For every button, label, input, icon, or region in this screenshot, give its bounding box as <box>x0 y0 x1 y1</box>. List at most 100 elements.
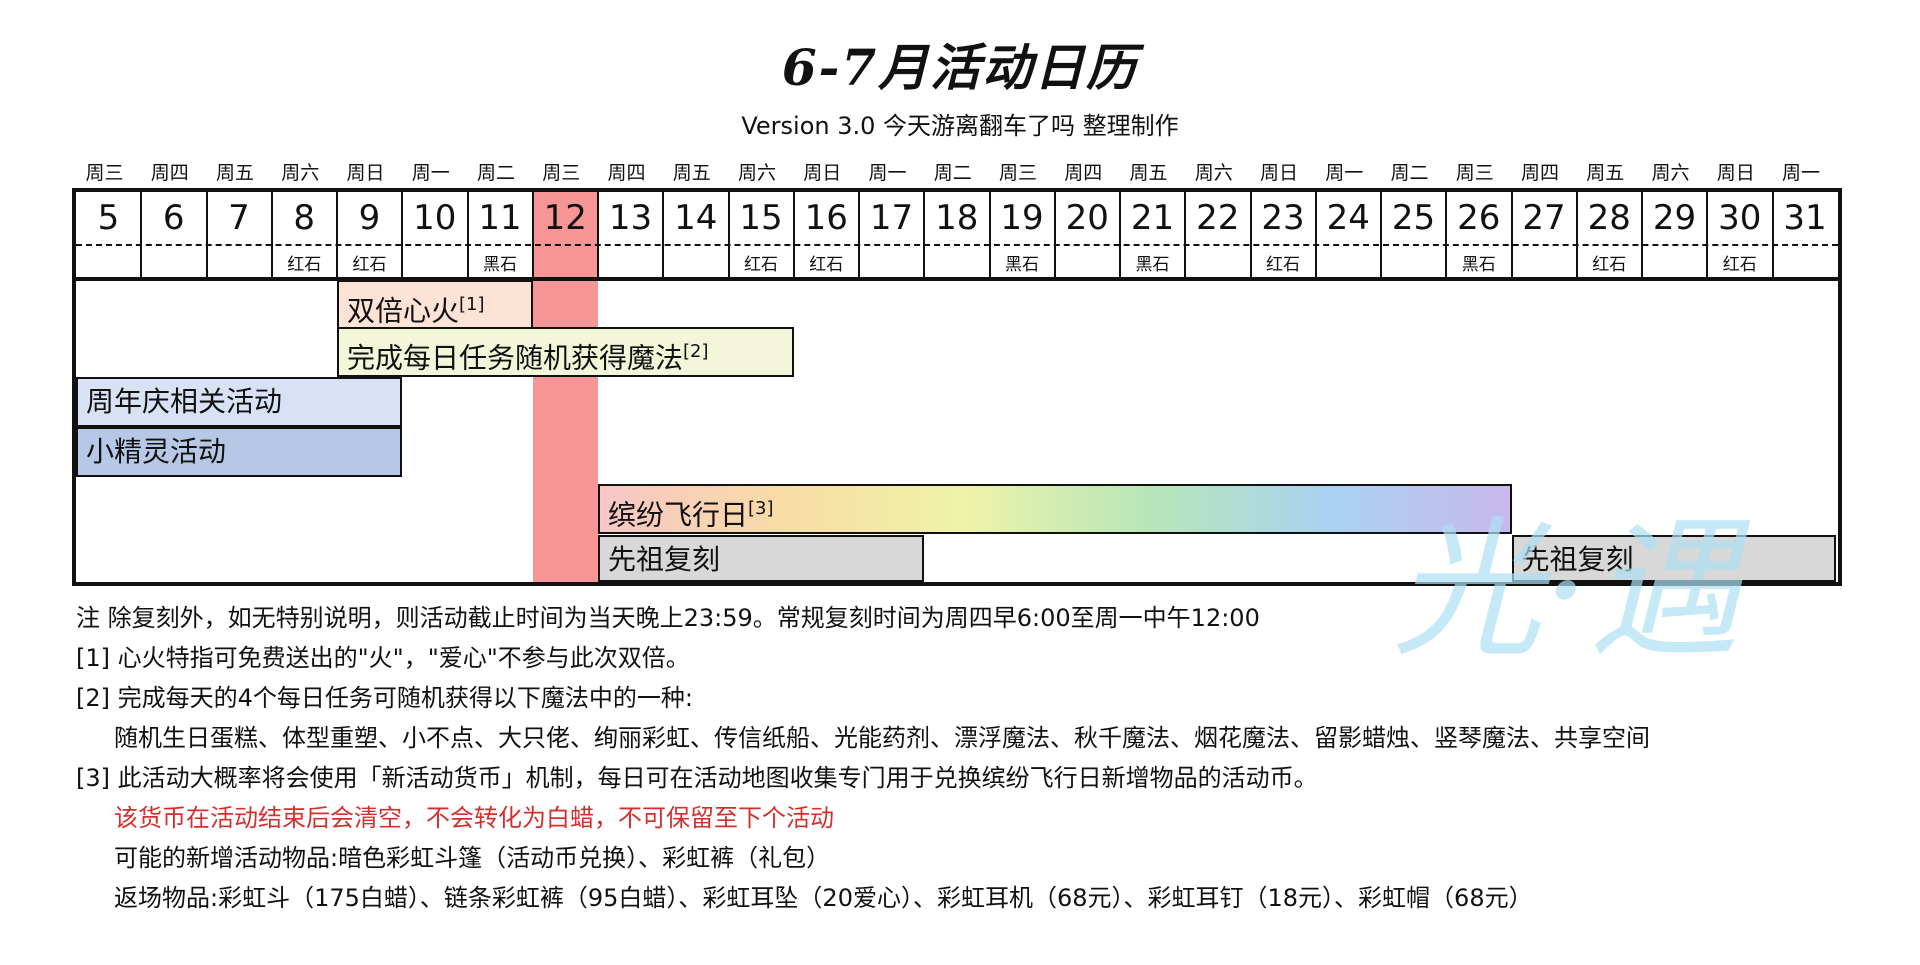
date-number: 10 <box>413 198 457 238</box>
weekday-label: 周一 <box>1325 162 1364 184</box>
date-number: 16 <box>804 198 848 238</box>
page-title: 6-7月活动日历 <box>781 38 1139 97</box>
weekday-label: 周二 <box>1390 162 1429 184</box>
column-divider <box>727 192 730 277</box>
event-label: 双倍心火 <box>347 294 460 328</box>
date-number: 9 <box>358 198 381 238</box>
date-number: 7 <box>228 198 250 238</box>
date-number: 21 <box>1130 198 1175 238</box>
column-divider <box>1641 192 1643 277</box>
page-subtitle: Version 3.0 今天游离翻车了吗 整理制作 <box>741 112 1179 140</box>
date-number: 27 <box>1522 198 1566 238</box>
date-number: 24 <box>1326 198 1370 238</box>
date-number: 25 <box>1391 198 1436 238</box>
event-label: 周年庆相关活动 <box>86 385 283 418</box>
column-divider <box>792 192 795 277</box>
note-general: 注 除复刻外，如无特别说明，则活动截止时间为当天晚上23:59。常规复刻时间为周… <box>76 604 1260 632</box>
weekday-label: 周日 <box>1259 162 1298 184</box>
event-bar: 先祖复刻 <box>1511 535 1836 582</box>
weekday-label: 周一 <box>1781 162 1820 184</box>
shard-tag: 黑石 <box>1135 255 1170 275</box>
weekday-label: 周六 <box>737 162 776 184</box>
shard-tag: 红石 <box>1722 255 1757 275</box>
column-divider <box>1053 192 1056 277</box>
column-divider <box>466 192 469 277</box>
column-divider <box>1510 192 1513 277</box>
event-bar: 完成每日任务随机获得魔法[2] <box>337 327 794 377</box>
weekday-label: 周五 <box>215 162 254 184</box>
date-number: 23 <box>1261 198 1305 238</box>
weekday-label: 周五 <box>672 162 711 184</box>
weekday-label: 周二 <box>476 162 515 184</box>
shard-tag: 红石 <box>352 255 387 275</box>
date-number: 28 <box>1587 198 1631 238</box>
shard-tag: 黑石 <box>483 255 517 275</box>
date-number: 30 <box>1718 198 1762 238</box>
event-label: 缤纷飞行日 <box>608 498 749 532</box>
date-number: 20 <box>1065 198 1109 238</box>
event-bar: 小精灵活动 <box>76 427 403 477</box>
column-divider <box>1706 192 1709 277</box>
note-3-returning-items: 返场物品:彩虹斗（175白蜡）、链条彩虹裤（95白蜡）、彩虹耳坠（20爱心）、彩… <box>114 884 1533 912</box>
shard-tag: 红石 <box>809 255 844 275</box>
shard-tag: 红石 <box>287 255 322 275</box>
column-divider <box>1119 192 1121 277</box>
event-footnote-ref: [1] <box>459 294 485 315</box>
date-number: 12 <box>543 198 587 238</box>
column-divider <box>336 192 338 277</box>
today-highlight-column <box>532 192 598 582</box>
weekday-label: 周二 <box>933 162 972 184</box>
column-divider <box>923 192 926 277</box>
weekday-label: 周三 <box>85 162 124 184</box>
shard-tag: 红石 <box>1592 255 1627 275</box>
column-divider <box>1445 192 1448 277</box>
note-2: [2] 完成每天的4个每日任务可随机获得以下魔法中的一种: <box>76 684 693 712</box>
note-3-warning: 该货币在活动结束后会清空，不会转化为白蜡，不可保留至下个活动 <box>114 804 834 832</box>
column-divider <box>1249 192 1252 277</box>
weekday-label: 周五 <box>1129 162 1168 184</box>
header-body-divider <box>76 277 1838 281</box>
weekday-label: 周六 <box>1194 162 1233 184</box>
column-divider <box>858 192 860 277</box>
date-number: 26 <box>1457 198 1501 238</box>
column-divider <box>662 192 665 277</box>
shard-tag: 红石 <box>1266 255 1300 275</box>
column-divider <box>1771 192 1774 277</box>
weekday-label: 周日 <box>803 162 842 184</box>
shard-tag: 红石 <box>744 255 778 275</box>
weekday-label: 周三 <box>998 162 1037 184</box>
weekday-label: 周四 <box>607 162 646 184</box>
date-number: 15 <box>739 198 783 238</box>
column-divider <box>597 192 599 277</box>
event-bar: 缤纷飞行日[3] <box>598 484 1512 534</box>
date-tag-divider <box>76 244 1838 246</box>
event-label: 先祖复刻 <box>608 543 721 576</box>
date-number: 22 <box>1196 198 1240 238</box>
column-divider <box>140 192 143 277</box>
weekday-label: 周日 <box>346 162 385 184</box>
date-number: 8 <box>293 198 316 238</box>
weekday-label: 周四 <box>1064 162 1103 184</box>
date-number: 11 <box>478 198 522 238</box>
notes-section: 注 除复刻外，如无特别说明，则活动截止时间为当天晚上23:59。常规复刻时间为周… <box>76 598 1650 918</box>
event-label: 小精灵活动 <box>86 435 227 468</box>
note-1: [1] 心火特指可免费送出的"火"，"爱心"不参与此次双倍。 <box>76 644 690 672</box>
column-divider <box>1314 192 1317 277</box>
weekday-label: 周三 <box>1455 162 1494 184</box>
weekday-label: 周六 <box>1651 162 1690 184</box>
weekday-label: 周三 <box>542 162 581 184</box>
column-divider <box>1575 192 1578 277</box>
column-divider <box>531 192 534 277</box>
event-label: 先祖复刻 <box>1521 543 1634 576</box>
weekday-header-row: 周三 周四 周五 周六 周日 周一 周二 周三 周四 周五 周六 周日 周一 周二 周三 周四 周五 周六 周日 周一… <box>72 158 1842 186</box>
note-2-magic-list: 随机生日蛋糕、体型重塑、小不点、大只佬、绚丽彩虹、传信纸船、光能药剂、漂浮魔法、… <box>114 724 1650 752</box>
column-divider <box>401 192 404 277</box>
date-number: 18 <box>935 198 979 238</box>
event-bar: 双倍心火[1] <box>337 280 533 330</box>
date-number: 13 <box>608 198 653 238</box>
column-divider <box>988 192 991 277</box>
event-label: 完成每日任务随机获得魔法 <box>347 341 684 375</box>
sky-logo-text: 光·遇 <box>1392 504 1751 678</box>
column-divider <box>270 192 273 277</box>
weekday-label: 周五 <box>1586 162 1625 184</box>
